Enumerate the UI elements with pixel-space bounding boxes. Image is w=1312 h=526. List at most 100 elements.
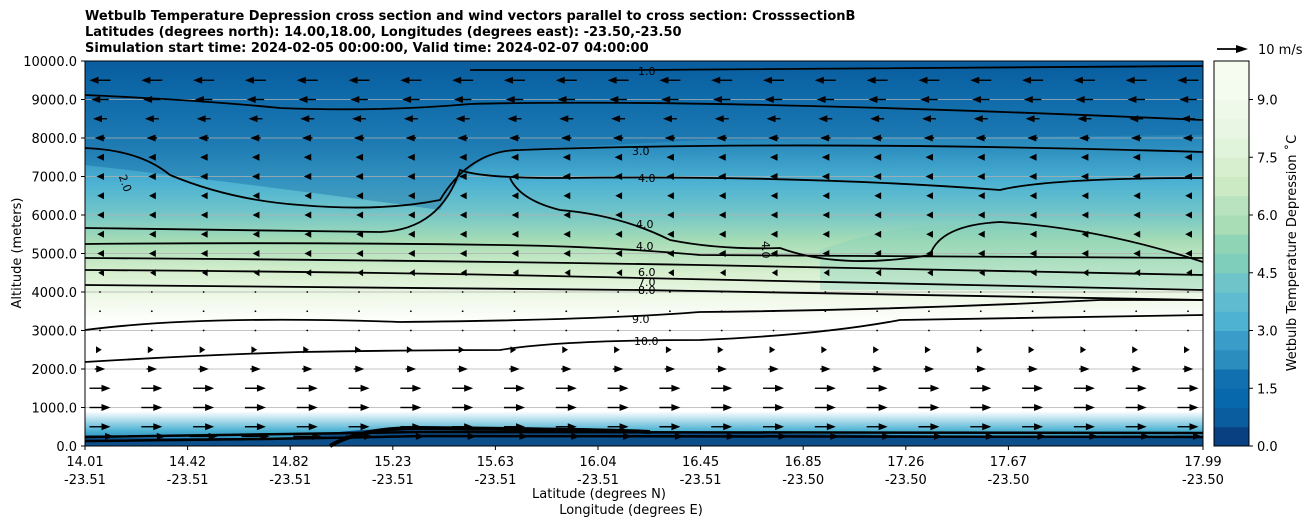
x-tick-label-lat: 17.99 — [1184, 455, 1221, 470]
wind-vector — [200, 250, 208, 257]
colorbar-tick-label: 7.5 — [1257, 151, 1278, 166]
wind-vector — [763, 404, 785, 411]
wind-vector-head — [1081, 192, 1089, 200]
wind-vector — [977, 153, 985, 161]
wind-vector-head — [563, 250, 571, 257]
wind-vector-dot — [979, 291, 982, 293]
wind-vector-head — [1133, 211, 1141, 219]
wind-vector-dot — [306, 329, 309, 332]
wind-vector — [244, 384, 266, 392]
wind-vector-dot — [772, 329, 775, 332]
wind-vector-dot — [150, 329, 153, 332]
contour-label-2-0: 2.0 — [116, 173, 134, 194]
wind-vector-head — [873, 173, 882, 180]
wind-vector — [977, 173, 985, 180]
wind-vector — [353, 134, 365, 142]
wind-vector-dot — [617, 310, 619, 313]
wind-vector — [718, 211, 726, 219]
wind-vector — [1080, 173, 1089, 180]
y-tick-label: 0.0 — [56, 440, 77, 455]
contour-label-4-0-a: 4.0 — [638, 172, 656, 185]
wind-vector — [1185, 250, 1192, 257]
wind-vector — [505, 96, 524, 103]
wind-vector — [1070, 432, 1099, 440]
wind-vector-dot — [565, 291, 568, 293]
wind-vector — [716, 365, 727, 373]
contour-label-7-0: 7.0 — [638, 276, 656, 289]
wind-vector-head — [304, 250, 312, 257]
wind-vector-head — [452, 76, 462, 84]
x-tick-label-lat: 15.63 — [477, 455, 514, 470]
wind-vector — [763, 423, 785, 431]
wind-vector — [89, 384, 111, 392]
wind-vector — [251, 173, 260, 180]
wind-vector — [148, 153, 156, 161]
wind-vector-dot — [1135, 329, 1138, 332]
wind-vector — [655, 432, 684, 440]
wind-vector — [822, 230, 830, 238]
wind-vector — [1073, 384, 1095, 392]
wind-key-label: 10 m/s — [1258, 43, 1303, 58]
wind-vector — [607, 423, 629, 431]
wind-vector — [770, 153, 778, 161]
wind-vector — [563, 230, 571, 238]
wind-vector-head — [766, 115, 776, 123]
wind-vector-head — [503, 76, 513, 84]
wind-vector-dot — [565, 310, 568, 313]
wind-vector — [771, 269, 778, 277]
wind-vector — [1133, 250, 1141, 257]
wind-vector-dot — [99, 329, 101, 332]
wind-vector-head — [510, 173, 519, 180]
wind-vector — [94, 134, 106, 142]
wind-vector-dot — [461, 329, 464, 332]
wind-vector-head — [1080, 153, 1089, 161]
wind-vector — [143, 96, 161, 103]
wind-vector — [614, 346, 620, 354]
wind-vector — [298, 96, 316, 103]
wind-vector — [453, 96, 472, 103]
wind-vector-head — [933, 432, 943, 440]
wind-vector — [711, 76, 733, 84]
wind-vector-head — [97, 192, 104, 200]
x-tick-label-lat: 15.23 — [374, 455, 411, 470]
wind-vector — [617, 291, 619, 293]
wind-vector — [1132, 346, 1138, 354]
wind-vector — [500, 432, 529, 440]
wind-vector — [669, 310, 671, 313]
wind-vector — [200, 153, 208, 161]
wind-vector-head — [878, 384, 888, 392]
wind-vector-head — [555, 76, 565, 84]
wind-vector-dot — [720, 329, 723, 332]
wind-vector-head — [515, 384, 525, 392]
wind-vector — [252, 192, 260, 200]
wind-vector — [146, 365, 158, 373]
wind-vector — [1080, 346, 1087, 354]
wind-vector — [1185, 230, 1192, 238]
wind-vector — [1081, 192, 1089, 200]
wind-vector — [557, 96, 576, 103]
wind-vector — [141, 384, 163, 392]
wind-vector — [93, 115, 107, 123]
wind-vector-head — [607, 76, 617, 84]
wind-vector — [503, 423, 525, 431]
wind-vector-head — [830, 432, 840, 440]
wind-vector-dot — [617, 291, 619, 293]
wind-vector-head — [105, 432, 114, 440]
wind-vector-dot — [202, 291, 205, 293]
wind-vector — [1125, 76, 1147, 84]
wind-vector-head — [821, 173, 830, 180]
wind-vector — [455, 115, 470, 123]
wind-vector-head — [668, 269, 674, 277]
wind-vector-head — [822, 211, 830, 219]
wind-vector — [149, 211, 156, 219]
wind-vector-head — [458, 365, 468, 373]
colorbar-label: Wetbulb Temperature Depression ˚C — [1284, 135, 1300, 372]
wind-vector — [461, 310, 464, 313]
wind-vector-head — [1189, 384, 1199, 392]
wind-vector — [91, 96, 109, 103]
wind-vector — [304, 230, 312, 238]
wind-vector-dot — [99, 310, 101, 313]
contour-2-0-upper — [84, 94, 1204, 121]
wind-vector-head — [149, 192, 156, 200]
wind-vector — [97, 230, 104, 238]
